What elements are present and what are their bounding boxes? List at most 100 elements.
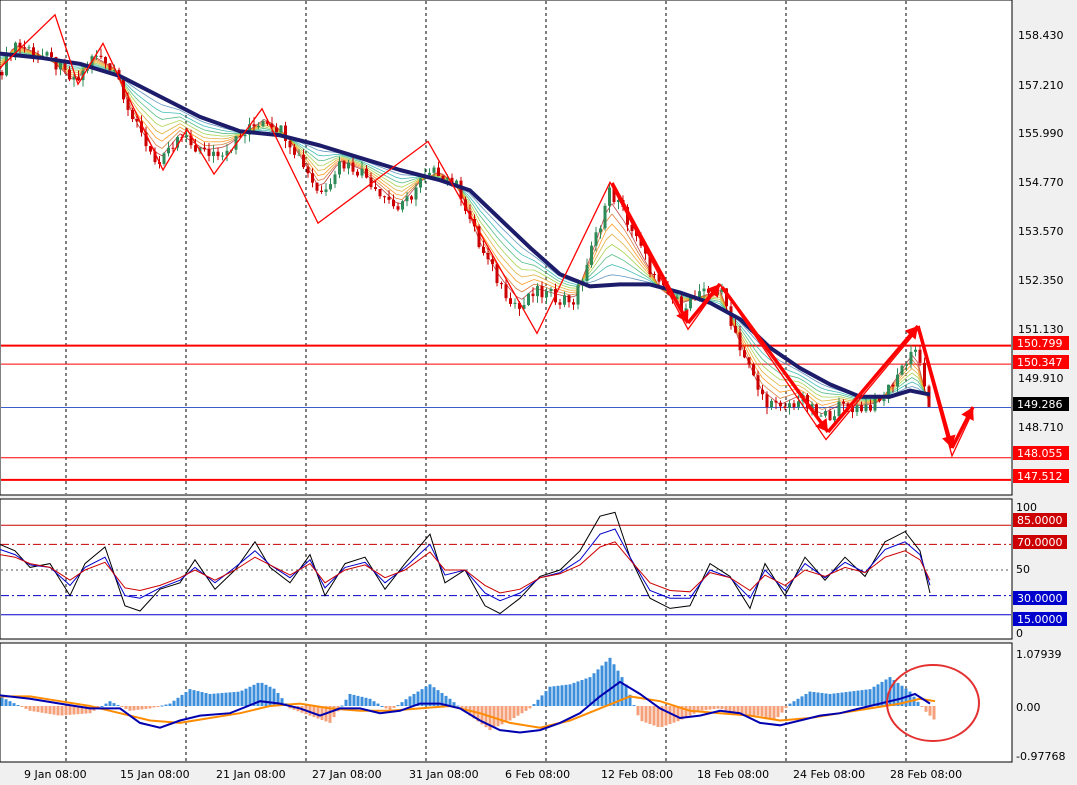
candle-body (918, 349, 922, 363)
histogram-bar (532, 704, 536, 706)
histogram-bar (644, 706, 648, 723)
histogram-bar (624, 684, 628, 706)
histogram-bar (648, 706, 652, 725)
histogram-bar (568, 684, 572, 706)
histogram-bar (416, 691, 420, 706)
histogram-bar (544, 691, 548, 706)
candle-body (765, 394, 769, 408)
histogram-bar (460, 706, 464, 709)
histogram-bar (436, 690, 440, 706)
histogram-bar (640, 706, 644, 722)
candle-body (756, 375, 760, 390)
candle-body (279, 125, 283, 133)
histogram-bar (592, 673, 596, 706)
candle-body (779, 402, 782, 407)
candle-body (347, 162, 350, 169)
histogram-bar (908, 691, 912, 706)
histogram-bar (852, 691, 856, 706)
projection-arrow (610, 182, 690, 324)
histogram-bar (232, 692, 236, 706)
histogram-bar (8, 701, 12, 706)
histogram-bar (440, 692, 444, 706)
candle-body (608, 187, 611, 206)
histogram-bar (800, 696, 804, 706)
candle-body (815, 404, 818, 417)
histogram-bar (556, 685, 560, 706)
histogram-bar (856, 690, 860, 706)
histogram-bar (256, 682, 260, 706)
histogram-bar (932, 706, 936, 720)
candle-body (50, 52, 53, 58)
candle-body (162, 153, 166, 165)
candle-body (675, 296, 679, 299)
candle-body (518, 302, 521, 309)
macd-panel (0, 642, 1013, 763)
histogram-bar (920, 706, 924, 707)
candle-body (189, 135, 193, 146)
time-tick-label: 9 Jan 08:00 (24, 768, 87, 781)
histogram-bar (588, 677, 592, 706)
candle-body (914, 349, 917, 352)
histogram-bar (844, 692, 848, 706)
histogram-bar (668, 706, 672, 725)
histogram-bar (732, 706, 736, 714)
histogram-bar (228, 692, 232, 706)
candle-body (891, 384, 895, 387)
candle-body (410, 196, 413, 200)
candle-body (783, 406, 787, 408)
histogram-bar (660, 706, 664, 727)
candle-body (113, 70, 116, 72)
histogram-bar (152, 706, 156, 708)
histogram-bar (824, 693, 828, 706)
projection-arrowhead (706, 284, 720, 298)
candle-body (923, 362, 926, 387)
candle-body (149, 146, 152, 152)
candle-body (392, 199, 395, 207)
histogram-bar (72, 706, 76, 715)
macd-tick-label: 0.00 (1016, 701, 1041, 714)
histogram-bar (268, 686, 272, 706)
histogram-bar (400, 702, 404, 706)
candle-body (792, 403, 796, 407)
histogram-bar (108, 701, 112, 706)
time-tick-label: 6 Feb 08:00 (505, 768, 570, 781)
candle-body (846, 403, 850, 408)
candle-body (284, 125, 287, 141)
histogram-bar (164, 704, 168, 706)
histogram-bar (272, 688, 276, 706)
projection-arrow (720, 285, 830, 434)
candle-body (455, 180, 458, 186)
histogram-bar (448, 698, 452, 706)
candle-body (401, 201, 404, 210)
candle-body (405, 196, 409, 202)
time-tick-label: 12 Feb 08:00 (601, 768, 673, 781)
histogram-bar (80, 706, 84, 714)
histogram-bar (252, 684, 256, 706)
histogram-bar (340, 705, 344, 707)
price-plot (0, 13, 1011, 481)
candle-body (752, 364, 755, 376)
candle-body (216, 151, 220, 157)
histogram-bar (764, 706, 768, 718)
candle-body (414, 187, 418, 200)
candle-body (630, 224, 634, 232)
highlight-circle (886, 664, 980, 742)
candle-body (212, 151, 215, 156)
candle-body (491, 259, 494, 265)
candle-body (252, 124, 256, 127)
histogram-bar (752, 706, 756, 716)
histogram-bar (504, 706, 508, 723)
histogram-bar (32, 706, 36, 712)
candle-body (275, 127, 278, 133)
candle-body (770, 400, 773, 408)
histogram-bar (392, 706, 396, 708)
histogram-bar (52, 706, 56, 715)
histogram-bar (796, 698, 800, 706)
histogram-bar (384, 706, 388, 709)
oscillator-level-badge (1013, 513, 1067, 527)
candle-body (824, 411, 827, 416)
oscillator-series-line (0, 541, 931, 594)
histogram-bar (40, 706, 44, 713)
candle-body (288, 140, 292, 148)
histogram-bar (396, 705, 400, 707)
